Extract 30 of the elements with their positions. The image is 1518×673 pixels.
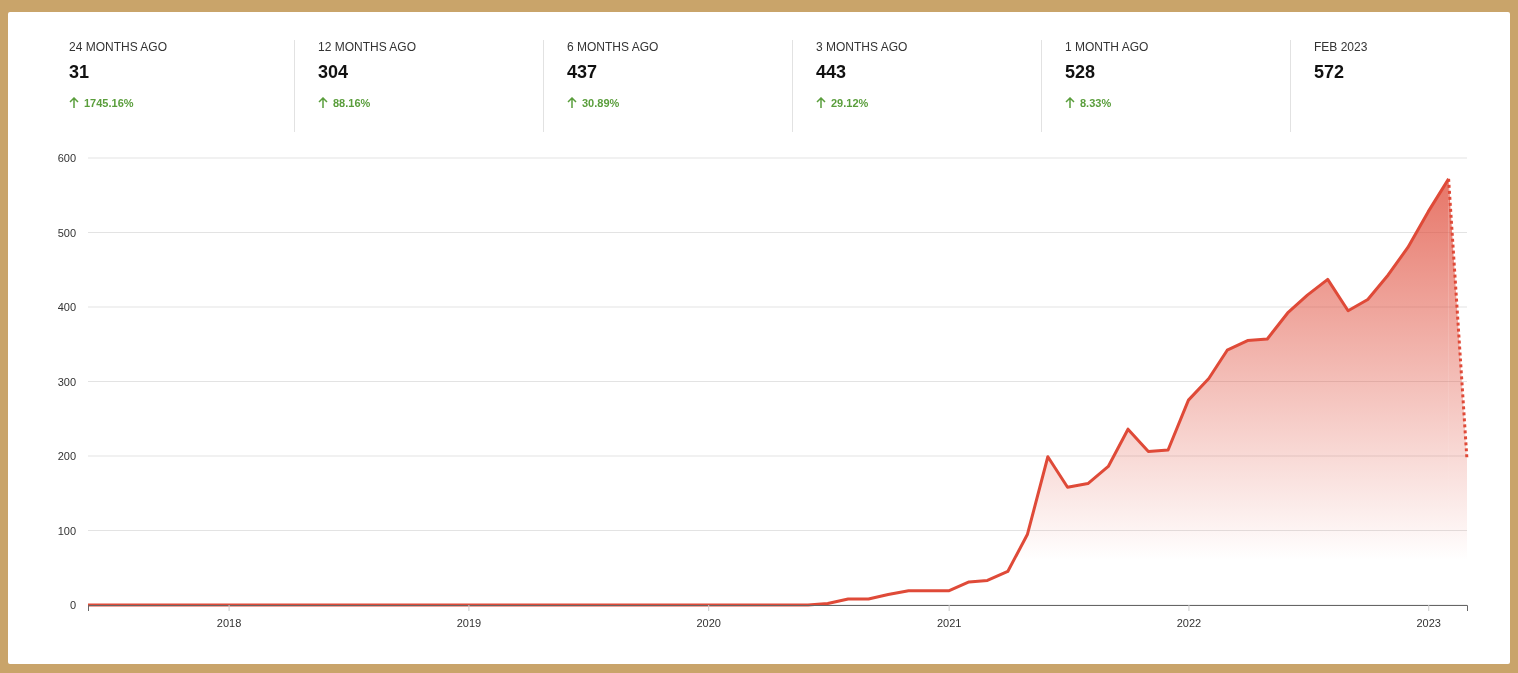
y-tick-label: 0 (69, 599, 76, 612)
text: 29.12% (831, 97, 869, 109)
y-tick-label: 200 (57, 450, 76, 463)
x-tick-label: 2022 (1176, 617, 1202, 630)
x-tick-label: 2019 (456, 617, 482, 630)
category-label: 24 MONTHS AGO (69, 40, 168, 54)
text: 528 (1065, 62, 1097, 83)
x-tick-label: 2018 (216, 617, 242, 630)
y-tick-label: 600 (57, 152, 76, 165)
text: 88.16% (333, 97, 371, 109)
category-label: FEB 2023 (1314, 40, 1368, 54)
y-tick-label: 400 (57, 301, 76, 314)
category-label: 3 MONTHS AGO (816, 40, 908, 54)
text: 1745.16% (84, 97, 134, 109)
x-tick-label: 2021 (936, 617, 962, 630)
y-tick-label: 500 (57, 226, 76, 239)
text: 8.33% (1080, 97, 1112, 109)
category-label: 6 MONTHS AGO (567, 40, 659, 54)
x-tick-label: 2020 (696, 617, 721, 630)
y-tick-label: 100 (57, 524, 76, 537)
text: 30.89% (582, 97, 620, 109)
text: 437 (567, 62, 599, 83)
text: 31 (69, 62, 91, 83)
category-label: 1 MONTH AGO (1065, 40, 1149, 54)
text: 304 (318, 62, 350, 83)
category-label: 12 MONTHS AGO (318, 40, 417, 54)
text: 572 (1314, 62, 1346, 83)
x-tick-label: 2023 (1416, 617, 1441, 630)
y-tick-label: 300 (57, 375, 76, 388)
text: 443 (816, 62, 848, 83)
